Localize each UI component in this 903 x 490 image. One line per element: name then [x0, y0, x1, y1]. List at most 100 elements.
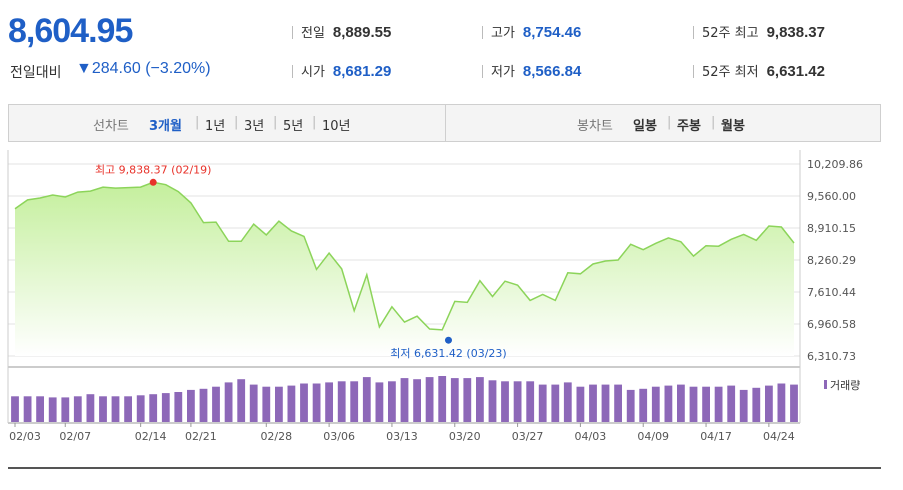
x-tick-label: 04/17 [700, 430, 732, 443]
volume-bar [73, 396, 82, 422]
volume-bar [513, 381, 522, 422]
x-tick-label: 02/14 [135, 430, 167, 443]
volume-bar [249, 384, 258, 422]
volume-bar [11, 396, 19, 422]
y-tick-label: 6,310.73 [807, 350, 856, 363]
volume-bar [362, 377, 371, 422]
y-tick-label: 8,910.15 [807, 222, 856, 235]
volume-bar [199, 388, 208, 422]
x-tick-label: 04/03 [575, 430, 607, 443]
volume-bar [777, 383, 786, 422]
max-marker [149, 178, 157, 186]
candle-weekly-button[interactable]: 주봉 [677, 119, 701, 134]
period-3m-button[interactable]: 3개월 [149, 119, 182, 134]
volume-bar [689, 386, 698, 422]
volume-bar [161, 393, 170, 422]
volume-bar [488, 380, 497, 422]
volume-bar [450, 378, 459, 422]
volume-bar [765, 385, 773, 422]
stat-open: 시가 8,681.29 [292, 61, 391, 80]
volume-bar [36, 396, 44, 422]
volume-legend-label: 거래량 [830, 379, 860, 392]
volume-bar [48, 397, 57, 422]
volume-bar [212, 386, 220, 422]
candle-monthly-button[interactable]: 월봉 [721, 119, 745, 134]
x-tick-label: 03/06 [323, 430, 355, 443]
volume-bar [136, 395, 145, 422]
volume-bar [476, 377, 484, 422]
volume-bar [174, 392, 183, 422]
line-chart-label: 선차트 [93, 119, 129, 134]
change-label: 전일대비 [10, 65, 62, 81]
volume-bar [601, 384, 610, 422]
volume-bar [237, 379, 246, 422]
y-tick-label: 10,209.86 [807, 158, 863, 171]
volume-bar [124, 396, 132, 422]
volume-bar [23, 396, 32, 422]
y-tick-label: 9,560.00 [807, 190, 856, 203]
volume-bar [739, 389, 748, 422]
volume-bar [275, 386, 283, 422]
volume-bar [425, 377, 434, 422]
x-tick-label: 03/13 [386, 430, 418, 443]
stat-prev-close: 전일 8,889.55 [292, 22, 391, 41]
volume-bar [438, 376, 447, 422]
volume-legend-swatch [824, 380, 827, 389]
volume-bar [99, 396, 107, 422]
volume-bar [727, 385, 736, 422]
volume-bar [463, 378, 472, 422]
volume-bar [501, 381, 509, 422]
volume-bar [224, 382, 233, 422]
x-tick-label: 02/21 [185, 430, 217, 443]
volume-bar [639, 388, 648, 422]
min-marker [444, 336, 452, 344]
x-tick-label: 02/28 [260, 430, 292, 443]
stat-52w-low: 52주 최저 6,631.42 [693, 61, 825, 80]
volume-bar [651, 386, 660, 422]
stat-low: 저가 8,566.84 [482, 61, 581, 80]
volume-bar [149, 394, 158, 422]
max-annotation: 최고 9,838.37 (02/19) [95, 163, 212, 176]
volume-bar [526, 381, 535, 422]
volume-bar [287, 385, 296, 422]
volume-bar [677, 384, 685, 422]
volume-bar [551, 384, 560, 422]
volume-bar [576, 386, 585, 422]
change-value: ▼284.60 (−3.20%) [76, 60, 211, 77]
x-tick-label: 04/09 [637, 430, 669, 443]
x-tick-label: 04/24 [763, 430, 795, 443]
period-10y-button[interactable]: 10년 [322, 119, 351, 134]
x-tick-label: 02/03 [9, 430, 41, 443]
volume-bar [86, 394, 95, 422]
volume-bar [61, 397, 70, 422]
volume-bar [375, 382, 384, 422]
x-tick-label: 03/27 [512, 430, 544, 443]
price-area [15, 182, 794, 356]
stat-52w-high: 52주 최고 9,838.37 [693, 22, 825, 41]
volume-bar [111, 396, 120, 422]
volume-bar [262, 386, 271, 422]
volume-bar [312, 383, 321, 422]
volume-bar [325, 382, 333, 422]
volume-bar [388, 381, 396, 422]
candle-chart-label: 봉차트 [577, 119, 613, 134]
period-1y-button[interactable]: 1년 [205, 119, 226, 134]
price-line [14, 181, 795, 331]
volume-bar [538, 384, 547, 422]
volume-bar [350, 381, 359, 422]
volume-bar [337, 381, 346, 422]
current-price: 8,604.95 [8, 12, 133, 50]
period-3y-button[interactable]: 3년 [244, 119, 265, 134]
candle-daily-button[interactable]: 일봉 [633, 119, 657, 134]
y-tick-label: 6,960.58 [807, 318, 856, 331]
period-5y-button[interactable]: 5년 [283, 119, 304, 134]
volume-bar [614, 384, 622, 422]
volume-bar [626, 389, 635, 422]
volume-bar [664, 385, 673, 422]
volume-bar [702, 386, 710, 422]
volume-bar [300, 383, 308, 422]
volume-bar [714, 386, 723, 422]
min-annotation: 최저 6,631.42 (03/23) [390, 347, 507, 360]
volume-bar [400, 378, 409, 422]
